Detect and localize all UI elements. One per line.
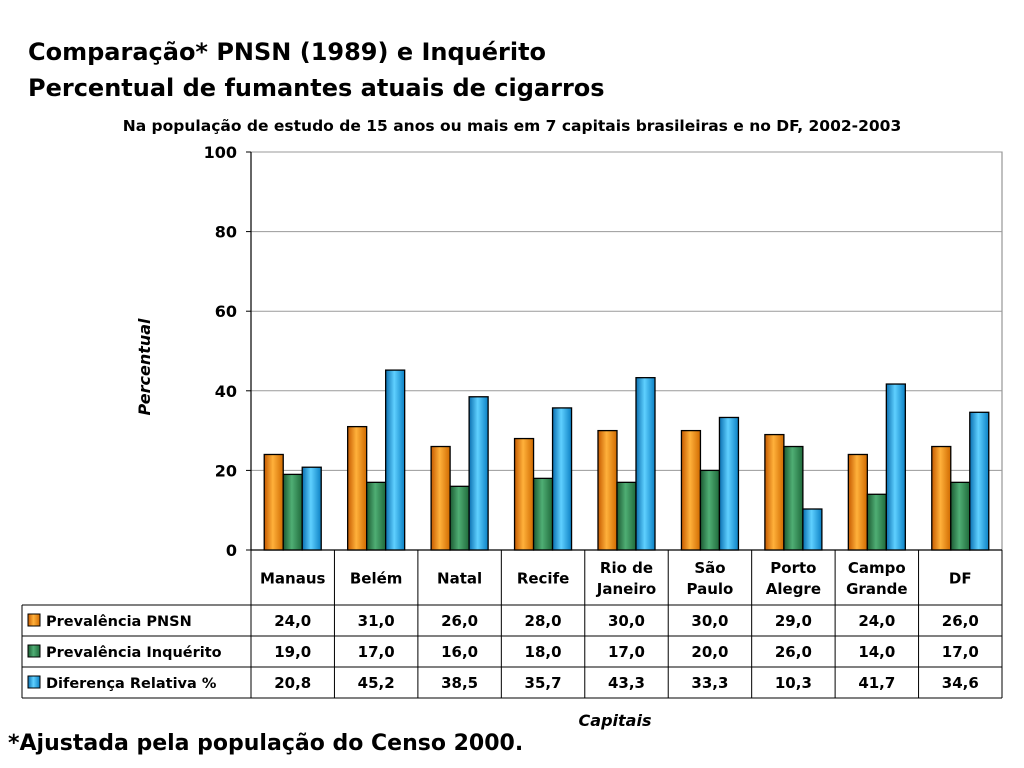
legend-label: Prevalência Inquérito <box>46 645 222 661</box>
table-cell: 20,0 <box>691 643 728 661</box>
bars <box>263 369 990 551</box>
bar-pnsn-6 <box>764 433 785 551</box>
bar-diferenca-0 <box>301 466 322 551</box>
x-axis-title: Capitais <box>579 711 652 730</box>
table-cell: 38,5 <box>441 674 478 692</box>
bar-diferenca-7 <box>885 383 906 551</box>
bar-diferenca-1 <box>385 369 406 551</box>
y-tick-label: 100 <box>204 143 237 162</box>
bar-pnsn-8 <box>931 445 952 551</box>
table-cell: 45,2 <box>358 674 395 692</box>
bar-pnsn-0 <box>263 453 284 551</box>
table-cell: 33,3 <box>691 674 728 692</box>
category-label: Manaus <box>260 570 326 588</box>
bar-pnsn-1 <box>347 425 368 551</box>
y-tick-label: 80 <box>215 223 237 242</box>
data-table: Manaus Belém Natal Recife Rio de Janeiro São Pa… <box>21 550 1003 699</box>
table-cell: 35,7 <box>525 674 562 692</box>
category-label: Alegre <box>766 580 821 598</box>
y-axis-title: Percentual <box>135 318 154 416</box>
y-axis-ticks: 0 20 40 60 80 100 <box>204 143 1002 560</box>
table-cell: 28,0 <box>525 612 562 630</box>
table-cell: 30,0 <box>691 612 728 630</box>
table-cell: 29,0 <box>775 612 812 630</box>
table-cell: 26,0 <box>441 612 478 630</box>
y-tick-label: 0 <box>226 541 237 560</box>
table-cell: 34,6 <box>942 674 979 692</box>
bar-inquerito-4 <box>616 481 637 551</box>
bar-diferenca-6 <box>802 508 823 551</box>
y-tick-label: 60 <box>215 302 237 321</box>
bar-diferenca-3 <box>551 407 573 551</box>
y-tick-label: 20 <box>215 461 237 480</box>
category-label: Belém <box>350 570 403 588</box>
chart-title-line-1: Comparação* PNSN (1989) e Inquérito <box>28 38 547 66</box>
table-cell: 16,0 <box>441 643 478 661</box>
table-cell: 26,0 <box>775 643 812 661</box>
table-cell: 19,0 <box>274 643 311 661</box>
bar-inquerito-0 <box>282 473 303 551</box>
table-cell: 17,0 <box>358 643 395 661</box>
bar-pnsn-3 <box>513 437 535 551</box>
bar-inquerito-6 <box>783 445 804 551</box>
category-label: Rio de <box>600 559 653 577</box>
chart-subtitle: Na população de estudo de 15 anos ou mai… <box>122 117 902 135</box>
category-label: Grande <box>846 580 907 598</box>
bar-pnsn-7 <box>847 453 868 551</box>
bar-diferenca-5 <box>718 416 740 551</box>
table-cell: 17,0 <box>608 643 645 661</box>
category-label: Janeiro <box>596 580 656 598</box>
y-tick-label: 40 <box>215 382 237 401</box>
legend-swatch-2 <box>27 675 41 689</box>
legend-swatch-1 <box>27 644 41 658</box>
table-cell: 17,0 <box>942 643 979 661</box>
table-cell: 41,7 <box>858 674 895 692</box>
bar-pnsn-5 <box>680 429 702 551</box>
bar-diferenca-2 <box>468 396 489 551</box>
legend-label: Prevalência PNSN <box>46 614 192 630</box>
legend-swatch-0 <box>27 613 41 627</box>
bar-diferenca-4 <box>635 377 656 551</box>
category-label: Campo <box>848 559 906 577</box>
bar-inquerito-8 <box>950 481 971 551</box>
category-label: Porto <box>770 559 816 577</box>
category-label: São <box>694 559 725 577</box>
category-label: DF <box>949 570 972 588</box>
bar-pnsn-4 <box>597 429 618 551</box>
bar-inquerito-3 <box>532 477 554 551</box>
category-label: Recife <box>517 570 569 588</box>
bar-inquerito-5 <box>699 469 721 551</box>
table-cell: 26,0 <box>942 612 979 630</box>
bar-diferenca-8 <box>969 411 990 551</box>
chart-title-line-2: Percentual de fumantes atuais de cigarro… <box>28 74 605 102</box>
footnote: *Ajustada pela população do Censo 2000. <box>8 731 524 756</box>
table-cell: 24,0 <box>274 612 311 630</box>
table-cell: 18,0 <box>525 643 562 661</box>
bar-inquerito-1 <box>366 481 387 551</box>
legend-label: Diferença Relativa % <box>46 676 217 692</box>
bar-inquerito-7 <box>866 493 887 551</box>
table-cell: 30,0 <box>608 612 645 630</box>
table-cell: 10,3 <box>775 674 812 692</box>
bar-inquerito-2 <box>449 485 470 551</box>
table-cell: 14,0 <box>858 643 895 661</box>
table-cell: 31,0 <box>358 612 395 630</box>
category-label: Paulo <box>687 580 734 598</box>
table-cell: 43,3 <box>608 674 645 692</box>
table-cell: 24,0 <box>858 612 895 630</box>
category-label: Natal <box>437 570 482 588</box>
table-cell: 20,8 <box>274 674 311 692</box>
bar-pnsn-2 <box>430 445 451 551</box>
